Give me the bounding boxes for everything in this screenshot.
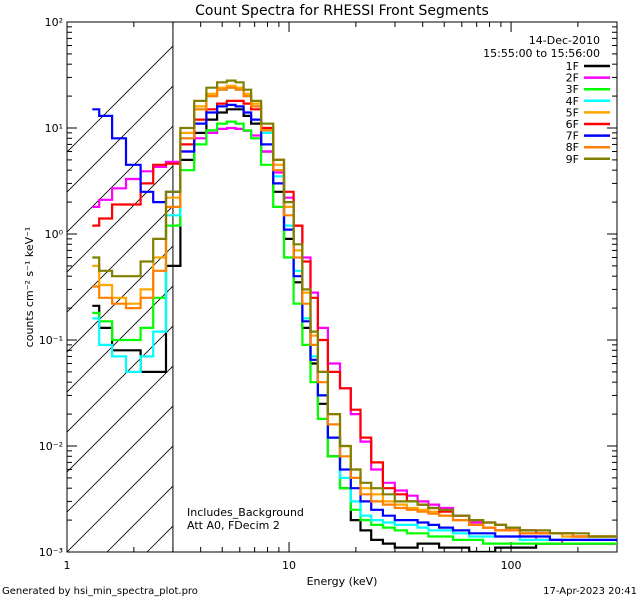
hatch-line bbox=[106, 485, 173, 552]
hatch-line bbox=[67, 45, 173, 153]
x-tick-label: 10 bbox=[282, 559, 296, 572]
legend-label-9F: 9F bbox=[566, 153, 579, 166]
chart-title: Count Spectra for RHESSI Front Segments bbox=[195, 3, 489, 19]
hatch-line bbox=[67, 405, 173, 513]
footer-timestamp: 17-Apr-2023 20:41 bbox=[543, 586, 637, 597]
hatch-line bbox=[67, 85, 173, 193]
hatch-line bbox=[67, 165, 173, 273]
footer-generator: Generated by hsi_min_spectra_plot.pro bbox=[2, 586, 198, 597]
y-tick-label: 10⁻¹ bbox=[39, 334, 63, 347]
hatch-line bbox=[67, 205, 173, 313]
series-line-4F bbox=[92, 86, 617, 541]
y-tick-label: 10¹ bbox=[45, 122, 63, 135]
legend-label-3F: 3F bbox=[566, 83, 579, 96]
legend-date: 14-Dec-2010 bbox=[529, 34, 600, 47]
plot-frame bbox=[66, 21, 618, 553]
annotation-attenuator: Att A0, FDecim 2 bbox=[187, 519, 280, 532]
hatch-line bbox=[67, 365, 173, 473]
x-tick-label: 100 bbox=[501, 559, 522, 572]
y-tick-label: 10² bbox=[45, 16, 63, 29]
legend-label-2F: 2F bbox=[566, 72, 579, 85]
legend-label-4F: 4F bbox=[566, 95, 579, 108]
x-axis-label: Energy (keV) bbox=[307, 575, 378, 588]
series-line-6F bbox=[92, 99, 617, 538]
y-tick-label: 10⁻³ bbox=[39, 546, 63, 559]
annotation-background: Includes_Background bbox=[187, 506, 304, 519]
series-line-1F bbox=[92, 108, 617, 552]
legend-time-range: 15:55:00 to 15:56:00 bbox=[483, 47, 600, 60]
legend-label-6F: 6F bbox=[566, 118, 579, 131]
series-line-7F bbox=[92, 103, 617, 541]
hatch-line bbox=[467, 22, 640, 552]
y-tick-label: 10⁻² bbox=[39, 440, 63, 453]
x-tick-label: 1 bbox=[64, 559, 71, 572]
hatch-line bbox=[67, 445, 173, 552]
series-line-3F bbox=[92, 120, 617, 545]
excluded-region-hatch bbox=[67, 22, 640, 552]
hatch-line bbox=[67, 285, 173, 393]
legend-label-1F: 1F bbox=[566, 60, 579, 73]
y-axis-ticks: 10⁻³ 10⁻² 10⁻¹ 10⁰ 10¹ 10² bbox=[39, 16, 617, 559]
hatch-line bbox=[627, 22, 640, 552]
y-tick-label: 10⁰ bbox=[45, 228, 64, 241]
legend-label-7F: 7F bbox=[566, 130, 579, 143]
series-layer bbox=[92, 79, 617, 552]
legend-label-5F: 5F bbox=[566, 106, 579, 119]
series-line-2F bbox=[92, 126, 617, 545]
hatch-line bbox=[67, 245, 173, 353]
series-line-9F bbox=[92, 79, 617, 538]
legend-label-8F: 8F bbox=[566, 141, 579, 154]
y-axis-label: counts cm⁻² s⁻¹ keV⁻¹ bbox=[23, 227, 36, 348]
